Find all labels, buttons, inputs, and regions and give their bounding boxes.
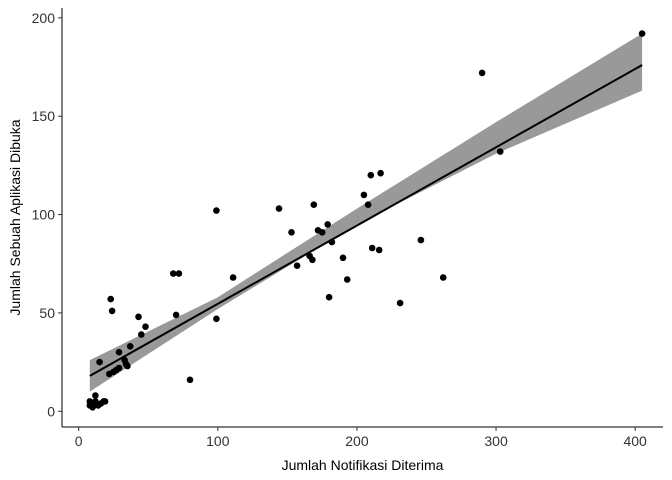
data-point <box>172 311 180 319</box>
x-tick-label: 100 <box>206 433 230 449</box>
data-point <box>318 229 326 236</box>
y-tick-label: 50 <box>39 305 55 321</box>
x-tick-label: 300 <box>484 433 508 449</box>
data-point <box>496 148 504 155</box>
data-point <box>108 307 116 315</box>
data-point <box>92 392 99 399</box>
x-tick-label: 0 <box>75 433 83 449</box>
data-point <box>186 376 194 384</box>
data-point <box>309 256 316 264</box>
data-point <box>478 69 486 77</box>
data-point <box>275 205 283 212</box>
data-point <box>96 358 103 366</box>
data-points <box>86 30 646 411</box>
x-tick-label: 200 <box>345 433 369 449</box>
data-point <box>213 207 220 214</box>
data-point <box>213 315 220 323</box>
confidence-band <box>89 33 643 392</box>
data-point <box>638 30 646 37</box>
data-point <box>310 201 318 208</box>
y-axis-ticks: 0 50 100 150 200 <box>32 10 62 419</box>
data-point <box>439 274 447 281</box>
data-point <box>115 348 123 356</box>
data-point <box>115 364 123 372</box>
data-point <box>142 323 149 331</box>
data-point <box>135 313 142 321</box>
data-point <box>377 169 384 177</box>
data-point <box>175 270 183 277</box>
data-point <box>126 343 134 350</box>
data-point <box>288 229 295 236</box>
y-tick-label: 100 <box>32 207 56 223</box>
data-point <box>101 398 109 405</box>
data-point <box>367 171 375 179</box>
data-point <box>170 270 177 277</box>
data-point <box>360 191 368 199</box>
data-point <box>229 274 237 281</box>
x-axis-ticks: 0 100 200 300 400 <box>75 427 647 449</box>
y-tick-label: 150 <box>32 108 56 124</box>
data-point <box>368 244 376 252</box>
data-point <box>325 293 333 301</box>
x-axis-label: Jumlah Notifikasi Diterima <box>282 457 444 473</box>
data-point <box>396 299 404 307</box>
data-point <box>107 295 114 303</box>
regression-line <box>89 64 643 377</box>
data-point <box>417 236 425 244</box>
data-point <box>364 201 372 208</box>
x-tick-label: 400 <box>623 433 647 449</box>
data-point <box>293 262 301 270</box>
data-point <box>339 254 347 262</box>
data-point <box>138 331 145 338</box>
y-tick-label: 0 <box>47 403 55 419</box>
data-point <box>324 221 332 228</box>
y-tick-label: 200 <box>32 10 56 26</box>
data-point <box>375 246 383 254</box>
y-axis-label: Jumlah Sebuah Aplikasi Dibuka <box>7 119 23 315</box>
data-point <box>343 276 351 283</box>
data-point <box>124 362 131 370</box>
